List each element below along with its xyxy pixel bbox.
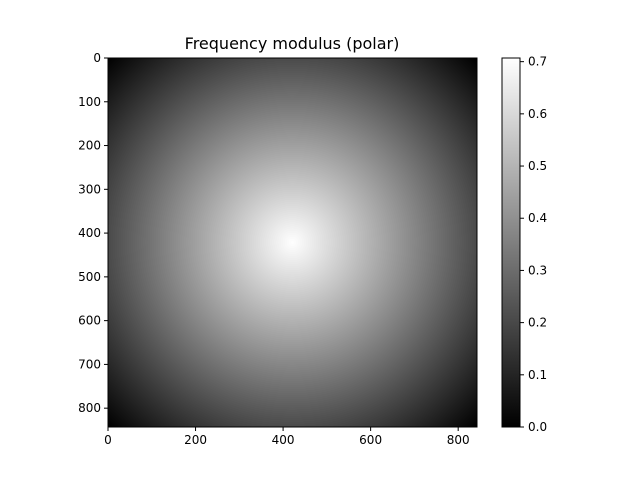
colorbar: 0.0 0.1 0.2 0.3 0.4 0.5 0.6 0.7	[501, 55, 547, 434]
y-tick-label: 700	[78, 357, 101, 371]
colorbar-tick-label: 0.1	[528, 368, 547, 382]
y-tick-label: 500	[78, 270, 101, 284]
colorbar-axis: 0.0 0.1 0.2 0.3 0.4 0.5 0.6 0.7	[520, 55, 547, 434]
x-tick-label: 400	[272, 433, 295, 447]
colorbar-tick-label: 0.4	[528, 211, 547, 225]
x-axis: 0 200 400 600 800	[104, 427, 470, 447]
x-tick-label: 800	[447, 433, 470, 447]
colorbar-tick-label: 0.5	[528, 159, 547, 173]
y-tick-label: 0	[93, 51, 101, 65]
y-tick-label: 800	[78, 401, 101, 415]
heatmap-plot: 0 200 400 600 800 0 100 200 300 400 500 600 700 800	[78, 51, 478, 447]
y-tick-label: 100	[78, 95, 101, 109]
colorbar-tick-label: 0.2	[528, 316, 547, 330]
chart-title: Frequency modulus (polar)	[185, 34, 400, 53]
y-tick-label: 300	[78, 182, 101, 196]
x-tick-label: 200	[184, 433, 207, 447]
colorbar-tick-label: 0.7	[528, 55, 547, 69]
y-axis: 0 100 200 300 400 500 600 700 800	[78, 51, 108, 415]
colorbar-gradient	[502, 58, 520, 427]
colorbar-gradient-container	[502, 58, 520, 427]
plot-frame	[107, 57, 478, 428]
x-tick-label: 0	[104, 433, 112, 447]
heatmap-image	[108, 58, 477, 427]
colorbar-tick-label: 0.6	[528, 107, 547, 121]
colorbar-frame	[501, 57, 521, 428]
x-tick-label: 600	[359, 433, 382, 447]
y-tick-label: 600	[78, 314, 101, 328]
colorbar-tick-label: 0.3	[528, 263, 547, 277]
colorbar-tick-label: 0.0	[528, 420, 547, 434]
y-tick-label: 200	[78, 139, 101, 153]
heatmap-image-container	[108, 58, 477, 427]
y-tick-label: 400	[78, 226, 101, 240]
